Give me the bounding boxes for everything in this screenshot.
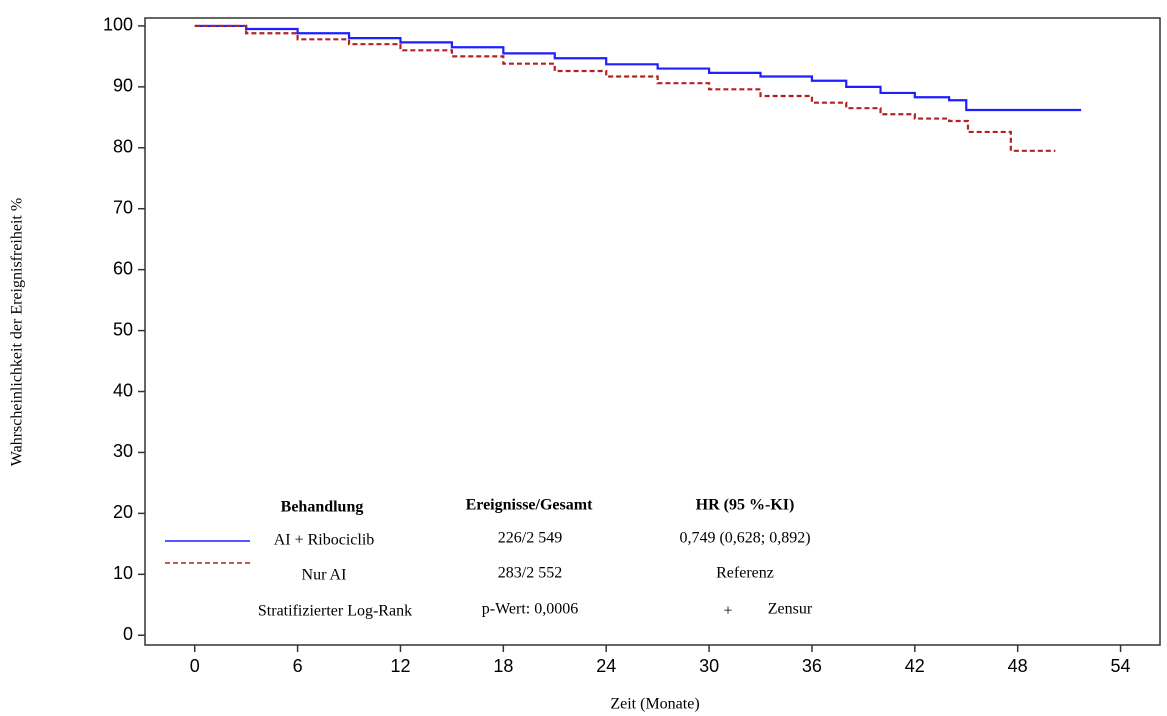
y-tick-label: 10 <box>113 563 133 583</box>
legend: Behandlung Ereignisse/Gesamt HR (95 %-KI… <box>258 497 813 620</box>
x-tick-label: 30 <box>699 656 719 676</box>
y-tick-label: 90 <box>113 76 133 96</box>
y-tick-label: 70 <box>113 197 133 217</box>
x-tick-label: 0 <box>190 656 200 676</box>
x-tick-label: 18 <box>493 656 513 676</box>
x-axis-label: Zeit (Monate) <box>610 696 699 713</box>
legend-hr: Referenz <box>716 565 774 582</box>
legend-name: Nur AI <box>302 567 347 584</box>
legend-header: Ereignisse/Gesamt <box>466 497 593 514</box>
y-tick-label: 80 <box>113 137 133 157</box>
y-tick-label: 20 <box>113 502 133 522</box>
test-label: Stratifizierter Log-Rank <box>258 603 412 620</box>
plot-frame <box>144 17 1161 646</box>
x-tick-label: 6 <box>293 656 303 676</box>
censor-label: Zensur <box>768 601 813 618</box>
km-curve <box>194 24 1056 152</box>
x-tick-label: 42 <box>905 656 925 676</box>
legend-header: HR (95 %-KI) <box>696 497 795 514</box>
y-tick-label: 30 <box>113 441 133 461</box>
x-tick-label: 24 <box>596 656 616 676</box>
x-tick-label: 48 <box>1008 656 1028 676</box>
censor-symbol: + <box>723 603 732 620</box>
legend-events: 226/2 549 <box>498 530 562 547</box>
km-curve <box>194 24 1082 112</box>
y-tick-label: 50 <box>113 319 133 339</box>
y-tick-label: 40 <box>113 380 133 400</box>
legend-name: AI + Ribociclib <box>274 532 375 549</box>
y-tick-label: 0 <box>123 624 133 644</box>
y-tick-label: 100 <box>103 15 133 35</box>
x-tick-label: 12 <box>390 656 410 676</box>
p-value: p-Wert: 0,0006 <box>482 601 578 618</box>
legend-events: 283/2 552 <box>498 565 562 582</box>
y-tick-label: 60 <box>113 258 133 278</box>
y-axis-label: Wahrscheinlichkeit der Ereignisfreiheit … <box>9 198 26 466</box>
x-tick-label: 36 <box>802 656 822 676</box>
legend-header: Behandlung <box>281 499 364 516</box>
x-tick-label: 54 <box>1111 656 1131 676</box>
legend-hr: 0,749 (0,628; 0,892) <box>679 530 810 547</box>
